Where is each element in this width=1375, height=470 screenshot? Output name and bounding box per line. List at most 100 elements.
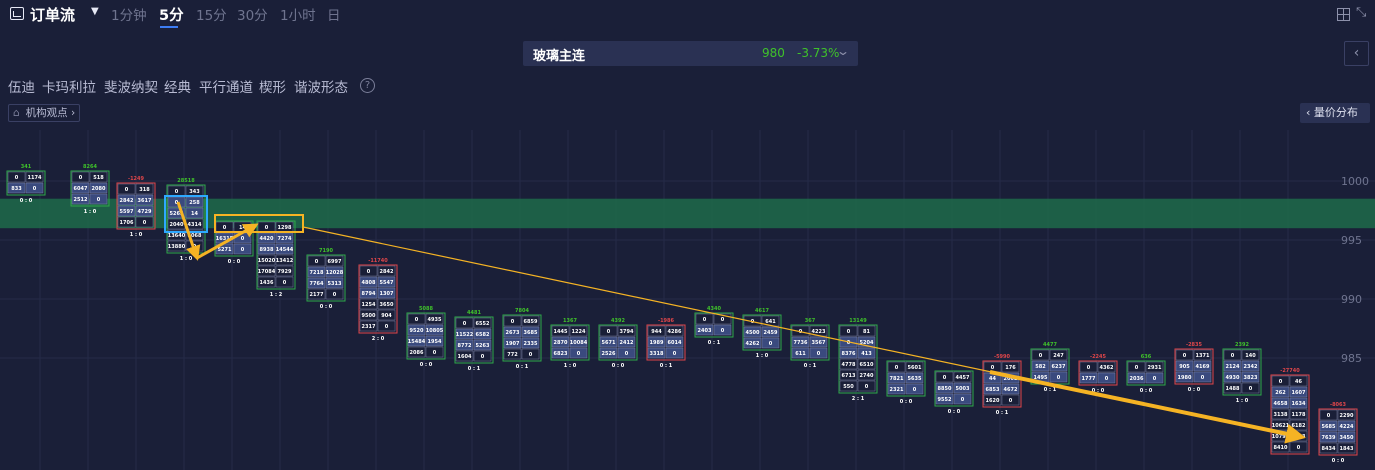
footprint-value: 1989 [650,340,664,346]
footprint-cell [599,325,618,337]
footprint-cell [647,336,666,348]
chevron-down-icon[interactable]: ⌄ [835,44,851,58]
footprint-cell [275,243,294,255]
timeframe-1hour[interactable]: 1小时 [280,8,316,24]
footprint-value: 0 [847,340,851,346]
grid-layout-icon[interactable] [1337,8,1350,21]
candle-outline [454,316,494,364]
timeframe-day[interactable]: 日 [327,8,341,24]
footprint-cell [117,194,136,206]
footprint-candle[interactable]: 13149 0 81 0 5204 8376 413 4778 6510 6713 2740 550 0… [838,318,878,402]
footprint-value: 176 [1005,365,1016,371]
tool-harmonic[interactable]: 谐波形态 [294,80,348,96]
timeframe-1min[interactable]: 1分钟 [111,8,147,24]
collapse-panel-button[interactable]: ‹ [1344,41,1369,66]
footprint-value: 2512 [74,197,88,203]
footprint-cell [935,393,954,405]
footprint-value: 1980 [1178,375,1192,381]
footprint-cell [359,298,378,310]
stock-name: 玻璃主连 [533,49,586,64]
stock-selector[interactable]: 玻璃主连 980 -3.73% ⌄ [523,41,858,66]
footprint-cell [647,347,666,359]
footprint-cell [1175,371,1194,383]
footprint-candle[interactable]: 367042237736356761100 : 1 [790,318,830,369]
footprint-value: 6713 [842,373,856,379]
imbalance-ratio: 1 : 2 [270,292,283,298]
footprint-cell [1145,361,1164,373]
timeframe-30min[interactable]: 30分 [237,8,268,24]
footprint-cell [695,313,714,325]
footprint-cell [839,358,858,370]
candle-outline [116,182,156,230]
footprint-cell [275,254,294,266]
institution-icon: ⌂ [13,107,20,119]
footprint-value: 7218 [310,270,324,276]
footprint-cell [647,325,666,337]
footprint-value: 0 [511,319,515,325]
footprint-value: 0 [79,175,83,181]
expand-icon[interactable]: ⤡ [1356,5,1367,20]
footprint-value: 7274 [278,236,292,242]
footprint-value: 2673 [506,330,520,336]
delta-label: -11740 [368,258,388,264]
top-bar: 订单流 ▼ 1分钟 5分 15分 30分 1小时 日 ⤡ [0,0,1375,30]
footprint-cell [839,325,858,337]
imbalance-ratio: 0 : 1 [996,410,1009,416]
volume-profile-button[interactable]: ‹ 量价分布 [1300,103,1370,123]
footprint-value: 1607 [1292,390,1306,396]
footprint-candle[interactable]: 4617064145002459426201 : 0 [742,308,782,359]
title-dropdown-icon[interactable]: ▼ [91,6,99,17]
footprint-candle[interactable]: -8063 0 2290 5685 4224 7639 3450 8434 1843 0 : 0 [1318,402,1358,464]
timeframe-5min[interactable]: 5分 [159,8,184,24]
footprint-value: 2842 [380,269,394,275]
institution-view-button[interactable]: ⌂ 机构观点 › [8,104,81,122]
tool-parallel-channel[interactable]: 平行通道 [199,80,253,96]
tool-wood[interactable]: 伍迪 [8,80,35,96]
footprint-candle[interactable]: -1986 944 4286 1989 6014 3318 00 : 1 [646,318,686,369]
delta-label: 341 [21,164,32,170]
footprint-candle[interactable]: -11740 0 2842 4808 5547 8794 1307 1254 3650 9500 9… [358,258,398,342]
imbalance-ratio: 0 : 0 [900,399,913,405]
footprint-cell [857,369,876,381]
delta-label: 13149 [849,318,867,324]
delta-label: -2245 [1090,354,1107,360]
tool-wedge[interactable]: 楔形 [259,80,286,96]
candle-outline [1318,408,1358,456]
footprint-cell [1223,382,1242,394]
imbalance-ratio: 1 : 0 [1236,398,1249,404]
footprint-cell [1097,372,1116,384]
candle-outline [838,324,878,394]
tool-fibonacci[interactable]: 斐波纳契 [104,80,158,96]
tool-camarilla[interactable]: 卡玛利拉 [42,80,96,96]
timeframe-15min[interactable]: 15分 [196,8,227,24]
footprint-cell [1319,409,1338,421]
page-title[interactable]: 订单流 [30,6,76,24]
delta-label: 4477 [1043,342,1057,348]
tool-classic[interactable]: 经典 [164,80,191,96]
footprint-cell [1049,360,1068,372]
help-icon[interactable]: ? [360,78,375,93]
